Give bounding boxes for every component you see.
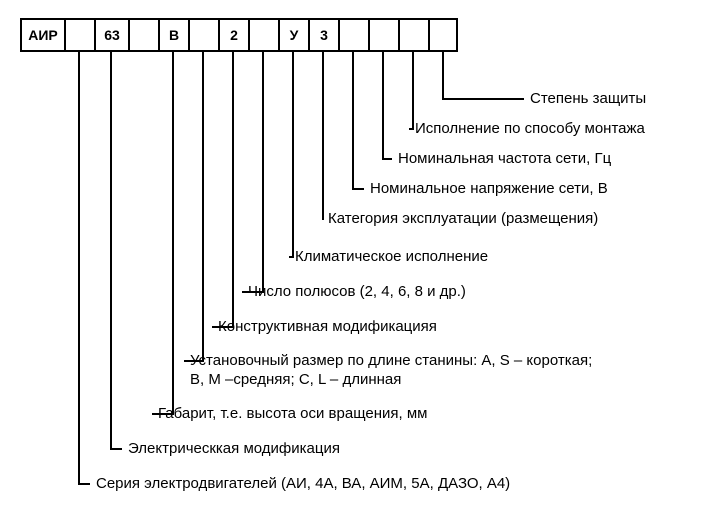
callout-label-line: Установочный размер по длине станины: A,… — [190, 352, 670, 371]
callout-label-7: Конструктивная модификацияя — [218, 318, 437, 335]
code-cell-3 — [128, 18, 158, 52]
code-cell-value: 3 — [320, 27, 328, 43]
callout-label-10: Электрическкая модификация — [128, 440, 340, 457]
code-cell-9: 3 — [308, 18, 338, 52]
callout-label-line: B, M –средняя; C, L – длинная — [190, 371, 670, 390]
code-cell-7 — [248, 18, 278, 52]
diagram-canvas: АИР 63 В 2 У 3 Степень защиты Исполнение по спо… — [0, 0, 714, 513]
callout-label-2: Номинальная частота сети, Гц — [398, 150, 611, 167]
code-cell-11 — [368, 18, 398, 52]
code-cell-5 — [188, 18, 218, 52]
code-cell-13 — [428, 18, 458, 52]
code-cell-value: АИР — [28, 27, 58, 43]
code-cell-10 — [338, 18, 368, 52]
code-cell-12 — [398, 18, 428, 52]
callout-label-3: Номинальное напряжение сети, В — [370, 180, 608, 197]
callout-label-1: Исполнение по способу монтажа — [415, 120, 645, 137]
code-cell-value: 63 — [104, 27, 120, 43]
callout-label-5: Климатическое исполнение — [295, 248, 488, 265]
callout-label-8: Установочный размер по длине станины: A,… — [190, 352, 670, 390]
code-cell-2: 63 — [94, 18, 128, 52]
code-cell-value: В — [169, 27, 179, 43]
code-cell-0: АИР — [20, 18, 64, 52]
code-cell-value: 2 — [230, 27, 238, 43]
code-cell-6: 2 — [218, 18, 248, 52]
code-cell-1 — [64, 18, 94, 52]
callout-label-0: Степень защиты — [530, 90, 646, 107]
code-cell-8: У — [278, 18, 308, 52]
code-cell-4: В — [158, 18, 188, 52]
callout-label-9: Габарит, т.е. высота оси вращения, мм — [158, 405, 427, 422]
callout-label-4: Категория эксплуатации (размещения) — [328, 210, 598, 227]
callout-label-11: Серия электродвигателей (АИ, 4А, ВА, АИМ… — [96, 475, 510, 492]
callout-label-6: Число полюсов (2, 4, 6, 8 и др.) — [248, 283, 466, 300]
code-cell-value: У — [290, 27, 299, 43]
